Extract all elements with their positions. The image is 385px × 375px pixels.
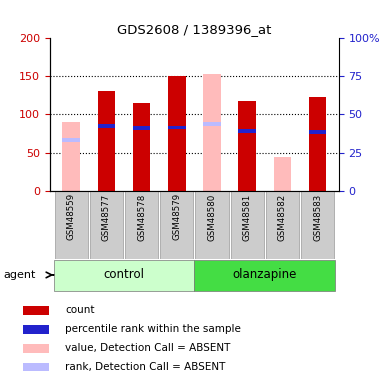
- Title: GDS2608 / 1389396_at: GDS2608 / 1389396_at: [117, 23, 271, 36]
- Text: GSM48583: GSM48583: [313, 193, 322, 240]
- Text: agent: agent: [4, 270, 36, 280]
- Bar: [62, 122, 80, 191]
- Bar: [238, 128, 256, 132]
- FancyBboxPatch shape: [194, 260, 335, 291]
- Bar: [23, 325, 49, 334]
- Text: count: count: [65, 305, 95, 315]
- FancyBboxPatch shape: [196, 191, 229, 259]
- Bar: [274, 157, 291, 191]
- Text: olanzapine: olanzapine: [233, 268, 297, 282]
- Bar: [97, 92, 115, 191]
- Bar: [203, 122, 221, 126]
- FancyBboxPatch shape: [160, 191, 193, 259]
- Text: rank, Detection Call = ABSENT: rank, Detection Call = ABSENT: [65, 362, 226, 372]
- FancyBboxPatch shape: [55, 191, 88, 259]
- Bar: [62, 138, 80, 142]
- Bar: [168, 126, 186, 129]
- Bar: [23, 363, 49, 372]
- Text: GSM48580: GSM48580: [208, 193, 216, 240]
- FancyBboxPatch shape: [90, 191, 123, 259]
- FancyBboxPatch shape: [301, 191, 334, 259]
- Bar: [309, 98, 326, 191]
- FancyBboxPatch shape: [231, 191, 264, 259]
- Bar: [23, 306, 49, 315]
- FancyBboxPatch shape: [266, 191, 299, 259]
- Text: GSM48559: GSM48559: [67, 193, 76, 240]
- Bar: [238, 100, 256, 191]
- Text: GSM48577: GSM48577: [102, 193, 111, 240]
- FancyBboxPatch shape: [54, 260, 194, 291]
- Bar: [168, 76, 186, 191]
- Bar: [97, 124, 115, 128]
- Bar: [133, 126, 151, 130]
- Text: GSM48582: GSM48582: [278, 193, 287, 240]
- Text: GSM48578: GSM48578: [137, 193, 146, 240]
- Bar: [309, 130, 326, 134]
- Text: value, Detection Call = ABSENT: value, Detection Call = ABSENT: [65, 343, 231, 353]
- Bar: [238, 129, 256, 133]
- Text: control: control: [104, 268, 144, 282]
- Bar: [23, 344, 49, 352]
- Text: GSM48581: GSM48581: [243, 193, 252, 240]
- Text: percentile rank within the sample: percentile rank within the sample: [65, 324, 241, 334]
- Bar: [203, 74, 221, 191]
- FancyBboxPatch shape: [125, 191, 158, 259]
- Bar: [133, 103, 151, 191]
- Text: GSM48579: GSM48579: [172, 193, 181, 240]
